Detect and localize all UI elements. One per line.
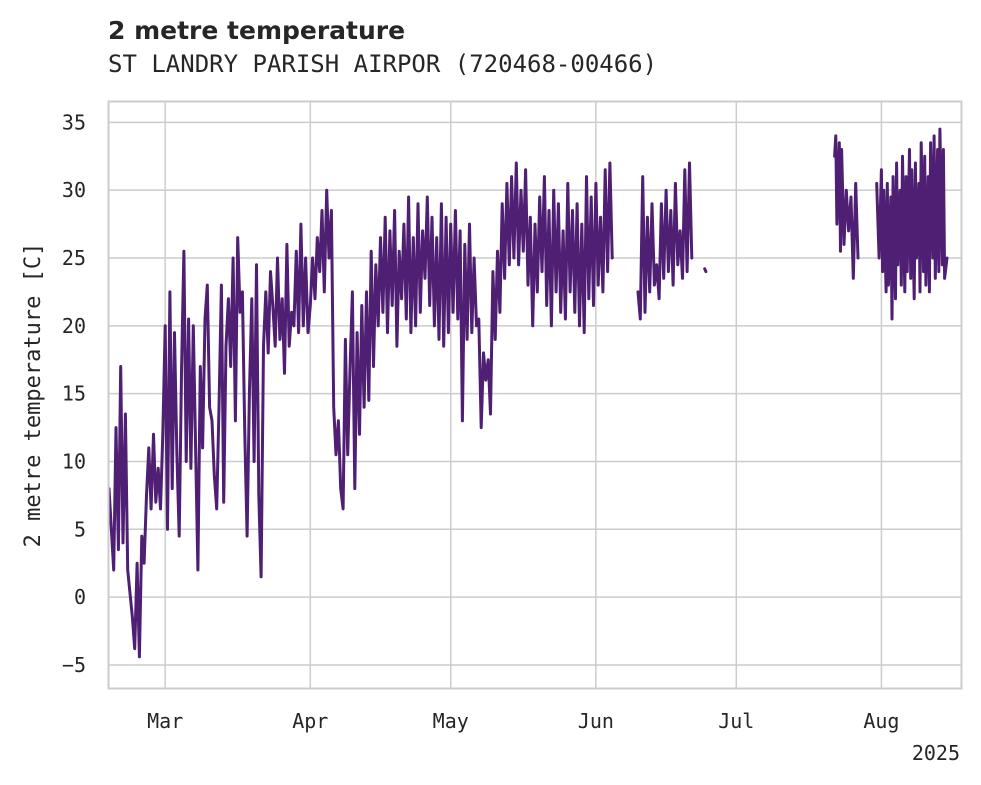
y-tick-label: 20 xyxy=(62,314,86,338)
y-tick-label: 35 xyxy=(62,110,86,134)
series-line-segment xyxy=(703,267,708,274)
plot-frame xyxy=(107,100,963,690)
x-tick-label: May xyxy=(433,709,469,733)
x-tick-label: Apr xyxy=(292,709,328,733)
chart-title: 2 metre temperature xyxy=(108,16,406,45)
series-line-segment xyxy=(875,127,949,321)
y-tick-label: −5 xyxy=(62,653,86,677)
y-axis-label: 2 metre temperature [C] xyxy=(21,243,46,548)
y-axis-ticks: −5 0 5 10 15 20 25 30 35 xyxy=(62,110,86,677)
y-tick-label: 25 xyxy=(62,246,86,270)
data-series xyxy=(107,127,949,659)
y-tick-label: 10 xyxy=(62,449,86,473)
x-tick-label: Aug xyxy=(863,709,899,733)
series-line-segment xyxy=(636,161,694,321)
x-axis-ticks: Mar Apr May Jun Jul Aug xyxy=(147,709,899,733)
chart-subtitle: ST LANDRY PARISH AIRPOR (720468-00466) xyxy=(108,50,658,78)
y-tick-label: 30 xyxy=(62,178,86,202)
y-tick-label: 5 xyxy=(74,517,86,541)
x-tick-label: Jul xyxy=(718,709,754,733)
x-tick-label: Jun xyxy=(578,709,614,733)
series-line-segment xyxy=(833,134,860,280)
x-offset-label: 2025 xyxy=(912,741,960,765)
y-tick-label: 0 xyxy=(74,585,86,609)
series-line-segment xyxy=(107,161,614,659)
y-tick-label: 15 xyxy=(62,382,86,406)
x-tick-label: Mar xyxy=(147,709,183,733)
